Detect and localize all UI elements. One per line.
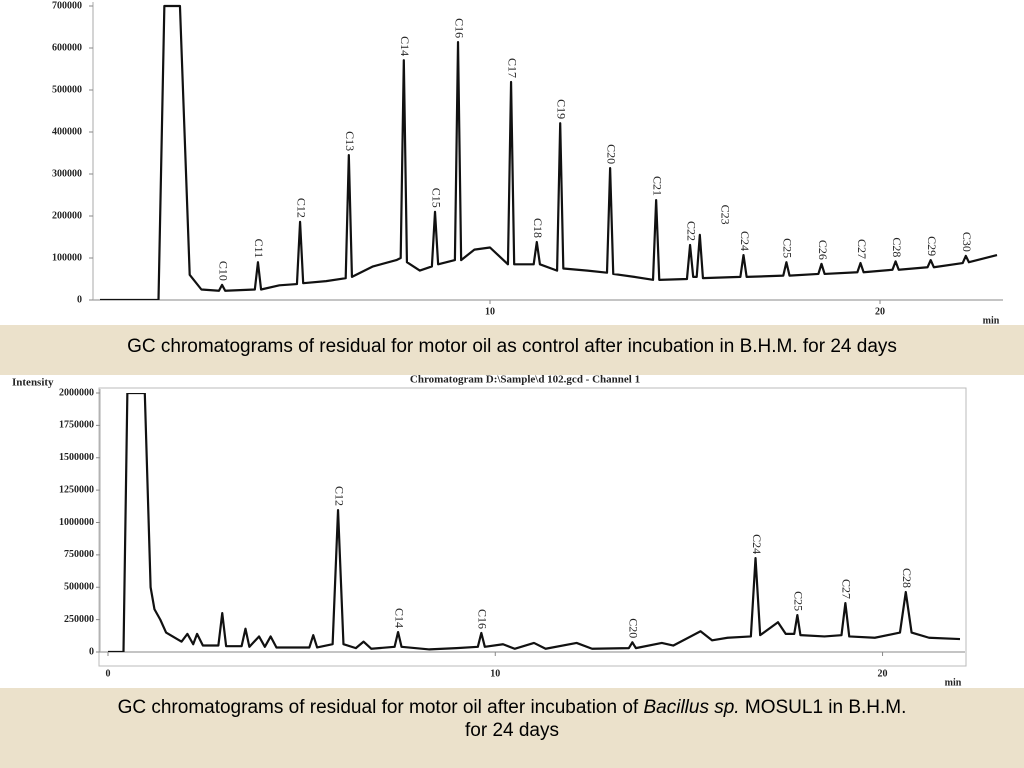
y-tick-label: 0 (89, 646, 94, 657)
x-tick-label: 10 (490, 668, 500, 679)
peak-label: C26 (816, 240, 830, 260)
caption-line: GC chromatograms of residual for motor o… (0, 696, 1024, 719)
peak-label: C10 (216, 261, 230, 281)
chart-subtitle: Chromatogram D:\Sample\d 102.gcd - Chann… (410, 374, 640, 386)
plot-frame (98, 387, 967, 667)
y-tick-label: 1250000 (59, 484, 94, 495)
y-tick-label: 400000 (52, 126, 82, 137)
peak-label: C21 (650, 176, 664, 196)
y-tick-label: 1500000 (59, 452, 94, 463)
y-tick-label: 0 (77, 294, 82, 305)
chromatogram-line (100, 4, 998, 300)
peak-label: C15 (429, 188, 443, 208)
peak-label: C17 (505, 58, 519, 78)
peak-label: C24 (738, 231, 752, 251)
y-tick-label: 100000 (52, 252, 82, 263)
peak-label: C23 (718, 205, 732, 225)
y-tick-label: 1750000 (59, 420, 94, 431)
y-tick-label: 1000000 (59, 517, 94, 528)
peak-label: C14 (398, 36, 412, 56)
caption-text: GC chromatograms of residual for motor o… (117, 697, 644, 718)
peak-label: C28 (900, 568, 914, 588)
peak-label: C12 (294, 198, 308, 218)
x-axis-label: min (945, 677, 962, 688)
caption-text: for 24 days (465, 720, 559, 741)
y-tick-label: 500000 (64, 582, 94, 593)
y-tick-label: 200000 (52, 210, 82, 221)
chromatogram-line (108, 393, 961, 652)
y-tick-label: 600000 (52, 42, 82, 53)
peak-label: C27 (840, 579, 854, 599)
caption-text: GC chromatograms of residual for motor o… (127, 336, 897, 357)
x-axis-label: min (983, 315, 1000, 326)
y-axis-label: Intensity (12, 377, 54, 389)
x-tick-label: 0 (106, 668, 111, 679)
x-tick-label: 20 (878, 668, 888, 679)
peak-label: C20 (627, 618, 641, 638)
caption: GC chromatograms of residual for motor o… (0, 325, 1024, 375)
peak-label: C29 (925, 236, 939, 256)
y-tick-label: 700000 (52, 0, 82, 11)
peak-label: C18 (531, 218, 545, 238)
y-tick-label: 250000 (64, 614, 94, 625)
peak-label: C11 (252, 239, 266, 259)
x-tick-label: 10 (485, 306, 495, 317)
peak-label: C24 (750, 534, 764, 554)
peak-label: C28 (890, 237, 904, 257)
caption-text: MOSUL1 in B.H.M. (739, 697, 907, 718)
x-tick-label: 20 (875, 306, 885, 317)
peak-label: C25 (792, 591, 806, 611)
peak-label: C16 (452, 18, 466, 38)
peak-label: C30 (960, 232, 974, 252)
peak-label: C20 (604, 144, 618, 164)
y-tick-label: 500000 (52, 84, 82, 95)
peak-label: C14 (392, 608, 406, 628)
caption-line: for 24 days (0, 719, 1024, 742)
caption-species: Bacillus sp. (643, 697, 740, 718)
y-tick-label: 2000000 (59, 387, 94, 398)
peak-label: C25 (781, 238, 795, 258)
y-tick-label: 300000 (52, 168, 82, 179)
peak-label: C22 (684, 221, 698, 241)
peak-label: C27 (855, 239, 869, 259)
peak-label: C12 (332, 486, 346, 506)
peak-label: C13 (343, 131, 357, 151)
y-tick-label: 750000 (64, 549, 94, 560)
peak-label: C19 (554, 99, 568, 119)
caption: GC chromatograms of residual for motor o… (0, 688, 1024, 768)
peak-label: C16 (476, 609, 490, 629)
